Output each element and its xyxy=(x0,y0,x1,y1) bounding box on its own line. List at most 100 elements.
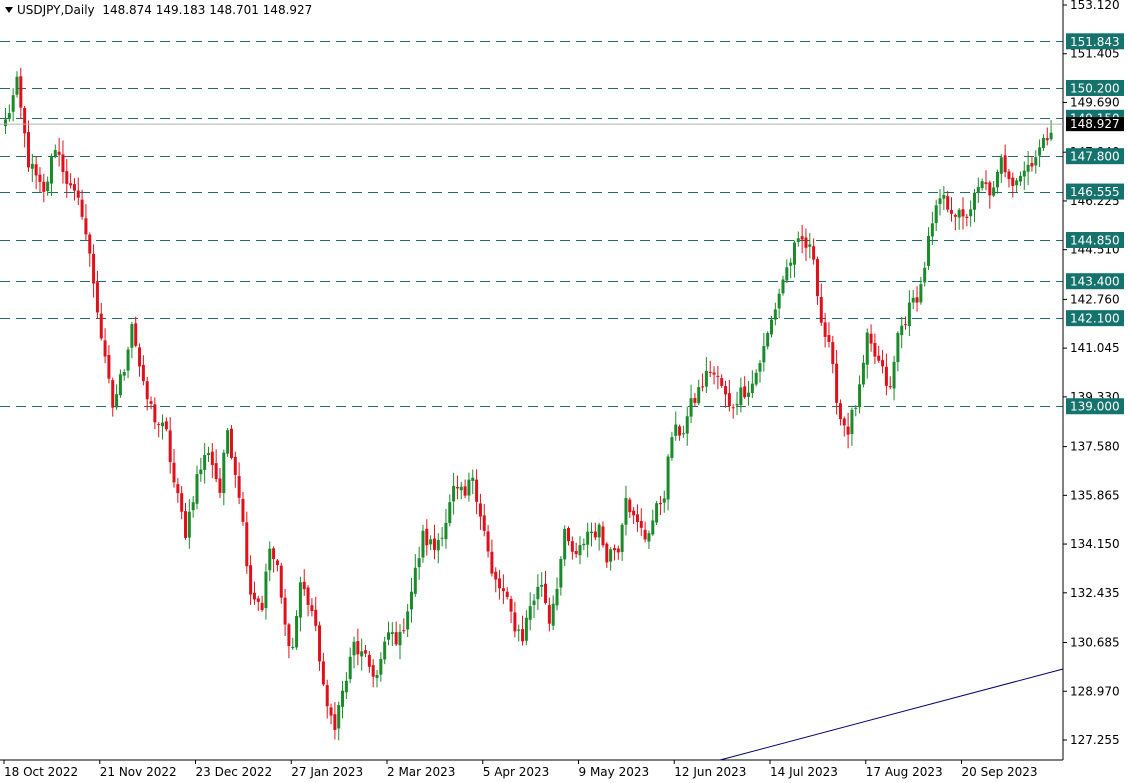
candle-body xyxy=(639,520,643,528)
candle-body xyxy=(524,617,528,641)
candle-body xyxy=(264,571,268,609)
candle-body xyxy=(15,76,19,95)
candle-body xyxy=(827,335,831,342)
x-tick-label: 20 Sep 2023 xyxy=(962,765,1038,779)
candle-body xyxy=(218,478,222,493)
level-label: 143.400 xyxy=(1070,275,1120,289)
candle-body xyxy=(92,253,96,284)
candle-body xyxy=(475,479,479,502)
candle-body xyxy=(915,297,919,303)
candle-body xyxy=(574,551,578,555)
candle-body xyxy=(413,567,417,594)
candle-body xyxy=(478,503,482,517)
candle-body xyxy=(892,361,896,389)
candle-body xyxy=(53,150,57,157)
candle-body xyxy=(448,502,452,524)
candle-body xyxy=(103,340,107,357)
candle-body xyxy=(934,205,938,224)
candle-body xyxy=(919,284,923,303)
candle-body xyxy=(306,587,310,605)
candle-body xyxy=(540,584,544,587)
candle-body xyxy=(777,293,781,309)
candle-body xyxy=(157,424,161,426)
candle-body xyxy=(586,531,590,545)
candle-body xyxy=(796,238,800,242)
candle-body xyxy=(348,656,352,680)
level-label: 150.200 xyxy=(1070,81,1120,95)
candle-body xyxy=(498,578,502,589)
candle-body xyxy=(490,551,494,574)
candle-body xyxy=(283,597,287,625)
candle-body xyxy=(1038,147,1042,156)
candle-body xyxy=(720,378,724,386)
candle-body xyxy=(635,514,639,523)
candle-body xyxy=(930,223,934,237)
candle-body xyxy=(662,498,666,503)
candle-body xyxy=(953,214,957,217)
candle-body xyxy=(30,163,34,169)
candle-body xyxy=(1011,177,1015,186)
candle-body xyxy=(57,151,61,155)
candle-body xyxy=(256,598,260,602)
candle-body xyxy=(459,486,463,491)
candle-body xyxy=(7,113,11,119)
candle-body xyxy=(616,548,620,553)
candle-body xyxy=(854,407,858,409)
candle-body xyxy=(11,95,15,112)
candle-body xyxy=(494,571,498,580)
y-tick-label: 127.255 xyxy=(1070,733,1120,747)
level-label-box xyxy=(1066,79,1124,96)
candle-body xyxy=(712,372,716,375)
candle-body xyxy=(727,393,731,406)
candle-body xyxy=(804,237,808,248)
candle-body xyxy=(743,386,747,398)
ohlc-open: 148.874 xyxy=(102,3,152,17)
candle-body xyxy=(295,615,299,648)
candle-body xyxy=(980,181,984,189)
x-tick-label: 27 Jan 2023 xyxy=(291,765,363,779)
candle-body xyxy=(444,522,448,540)
candle-body xyxy=(145,381,149,400)
x-tick-label: 21 Nov 2022 xyxy=(100,765,177,779)
candle-body xyxy=(191,502,195,511)
candle-body xyxy=(222,452,226,494)
current-price-box xyxy=(1066,117,1124,132)
candle-body xyxy=(819,297,823,323)
level-label: 139.000 xyxy=(1070,400,1120,414)
candle-body xyxy=(279,565,283,598)
candle-body xyxy=(463,486,467,496)
candle-body xyxy=(172,462,176,483)
candle-body xyxy=(287,624,291,647)
candle-body xyxy=(884,366,888,386)
candle-body xyxy=(195,474,199,504)
candle-body xyxy=(260,602,264,610)
candle-body xyxy=(697,387,701,404)
candle-body xyxy=(865,332,869,365)
candle-body xyxy=(23,107,27,134)
trendline xyxy=(719,668,1064,761)
ohlc-high: 149.183 xyxy=(155,3,206,17)
ohlc-low: 148.701 xyxy=(209,3,259,17)
candle-body xyxy=(750,383,754,393)
candle-body xyxy=(831,342,835,365)
candle-body xyxy=(398,631,402,646)
candle-body xyxy=(72,184,76,191)
candle-body xyxy=(612,548,616,551)
candle-body xyxy=(620,524,624,552)
candle-body xyxy=(375,675,379,678)
candle-body xyxy=(88,234,92,254)
level-label-box xyxy=(1066,310,1124,327)
level-label-box xyxy=(1066,398,1124,415)
dropdown-triangle-icon[interactable] xyxy=(5,6,13,13)
candle-body xyxy=(544,583,548,604)
candle-body xyxy=(168,430,172,463)
candle-body xyxy=(609,549,613,562)
candle-body xyxy=(517,629,521,631)
x-tick-label: 23 Dec 2022 xyxy=(196,765,273,779)
level-label: 151.843 xyxy=(1070,35,1120,49)
candle-body xyxy=(770,319,773,335)
candle-body xyxy=(773,309,777,320)
candle-body xyxy=(149,401,153,404)
y-tick-label: 135.865 xyxy=(1070,488,1120,502)
candle-body xyxy=(881,360,885,367)
